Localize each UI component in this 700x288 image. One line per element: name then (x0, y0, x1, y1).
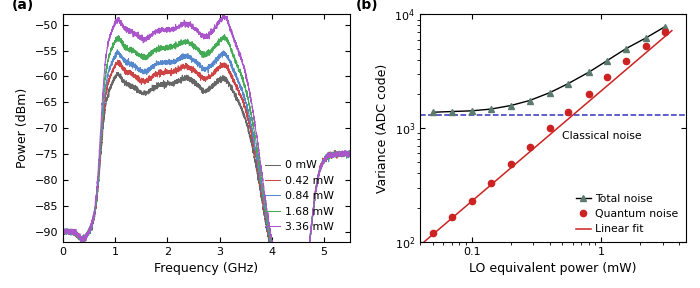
Text: (a): (a) (11, 0, 34, 12)
3.36 mW (309, 206, 318, 209)
3.36 mW (181, 20, 190, 24)
0 mW (59, 230, 67, 233)
0 mW (181, 76, 190, 80)
0.84 mW (340, 152, 349, 156)
3.36 mW (220, 12, 228, 16)
Legend: 0 mW, 0.42 mW, 0.84 mW, 1.68 mW, 3.36 mW: 0 mW, 0.42 mW, 0.84 mW, 1.68 mW, 3.36 mW (263, 158, 336, 234)
1.68 mW (59, 229, 67, 233)
1.68 mW (309, 203, 318, 207)
Line: 3.36 mW: 3.36 mW (63, 14, 350, 288)
3.36 mW (92, 198, 100, 202)
Line: 1.68 mW: 1.68 mW (63, 35, 350, 288)
3.36 mW (340, 152, 349, 156)
Line: 0.84 mW: 0.84 mW (63, 50, 350, 288)
1.68 mW (181, 43, 190, 46)
0.42 mW (346, 154, 354, 157)
Legend: Total noise, Quantum noise, Linear fit: Total noise, Quantum noise, Linear fit (573, 191, 680, 236)
0.42 mW (108, 71, 117, 74)
1.68 mW (108, 46, 117, 49)
1.68 mW (169, 45, 177, 48)
Y-axis label: Variance (ADC code): Variance (ADC code) (376, 64, 389, 193)
3.36 mW (108, 25, 117, 29)
0.84 mW (113, 48, 122, 52)
0 mW (340, 153, 349, 156)
0.84 mW (181, 54, 190, 57)
1.68 mW (220, 33, 229, 36)
Y-axis label: Power (dBm): Power (dBm) (16, 88, 29, 168)
0.84 mW (92, 202, 100, 205)
0 mW (114, 71, 122, 74)
1.68 mW (346, 151, 354, 155)
Text: Classical noise: Classical noise (562, 131, 642, 141)
0.42 mW (92, 205, 100, 209)
0.84 mW (59, 232, 67, 235)
0.42 mW (340, 152, 349, 156)
3.36 mW (169, 25, 177, 29)
0 mW (309, 202, 318, 206)
Line: 0 mW: 0 mW (63, 73, 350, 288)
3.36 mW (346, 154, 354, 157)
0.42 mW (169, 72, 177, 75)
3.36 mW (59, 228, 67, 232)
0.42 mW (113, 58, 122, 62)
X-axis label: Frequency (GHz): Frequency (GHz) (155, 262, 258, 275)
0 mW (169, 80, 177, 84)
0.84 mW (108, 58, 117, 62)
1.68 mW (92, 202, 100, 205)
0.42 mW (59, 230, 67, 233)
Text: (b): (b) (356, 0, 379, 12)
0.42 mW (309, 205, 318, 209)
0.84 mW (169, 60, 177, 64)
0 mW (92, 205, 100, 209)
1.68 mW (340, 151, 349, 155)
0 mW (346, 153, 354, 157)
Line: 0.42 mW: 0.42 mW (63, 60, 350, 288)
0.42 mW (181, 65, 190, 68)
0.84 mW (346, 154, 354, 157)
0 mW (108, 80, 117, 84)
0.84 mW (309, 203, 318, 206)
X-axis label: LO equivalent power (mW): LO equivalent power (mW) (469, 262, 637, 275)
